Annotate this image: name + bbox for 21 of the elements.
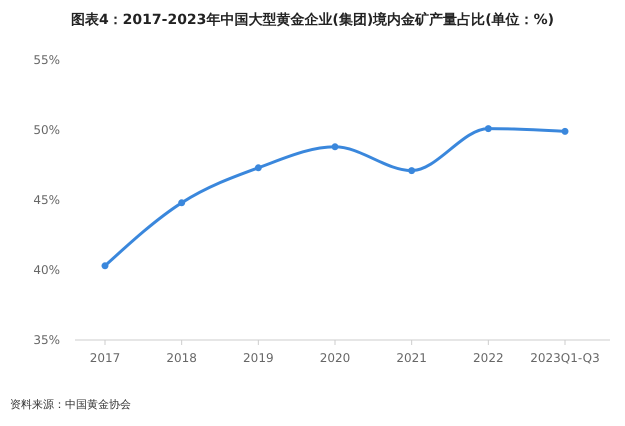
x-tick-label: 2021 <box>396 351 427 365</box>
point <box>562 128 568 135</box>
text: 资料来源：中国黄金协会 <box>10 398 131 411</box>
x-tick-label: 2017 <box>90 351 120 365</box>
point <box>102 262 108 270</box>
point <box>408 167 416 174</box>
x-tick-label: 2020 <box>320 351 350 365</box>
point <box>254 164 262 172</box>
x-tick-label: 2023Q1-Q3 <box>530 351 600 365</box>
y-tick-label: 40% <box>33 263 60 278</box>
x-tick-label: 2019 <box>243 351 274 365</box>
point <box>178 199 186 206</box>
y-tick-label: 55% <box>33 53 60 68</box>
x-tick-label: 2022 <box>473 351 504 365</box>
y-tick-label: 45% <box>33 193 60 208</box>
point <box>484 125 492 132</box>
x-tick-label: 2018 <box>166 351 197 365</box>
y-tick-label: 35% <box>33 333 60 348</box>
chart-title: 图表4：2017-2023年中国大型黄金企业(集团)境内金矿产量占比(单位：%) <box>70 11 554 28</box>
point <box>332 143 338 150</box>
y-tick-label: 50% <box>33 123 60 138</box>
